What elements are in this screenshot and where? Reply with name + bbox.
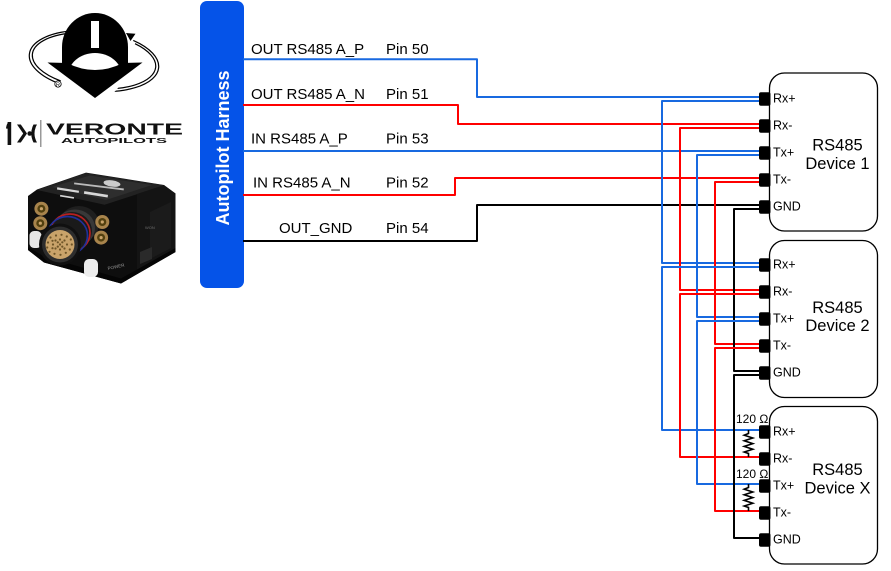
svg-text:Device 2: Device 2	[805, 317, 869, 335]
svg-text:AUTOPILOTS: AUTOPILOTS	[61, 136, 167, 145]
svg-text:WON: WON	[145, 225, 155, 230]
svg-text:Pin 52: Pin 52	[386, 175, 429, 192]
svg-text:Pin 50: Pin 50	[386, 41, 429, 58]
svg-text:IN RS485 A_N: IN RS485 A_N	[253, 175, 351, 192]
svg-text:Rx+: Rx+	[773, 425, 796, 439]
svg-text:R: R	[56, 82, 60, 88]
svg-text:IN RS485 A_P: IN RS485 A_P	[251, 131, 348, 148]
svg-text:RS485: RS485	[812, 137, 862, 155]
svg-text:Tx+: Tx+	[773, 146, 794, 160]
svg-text:Device 1: Device 1	[805, 155, 869, 173]
svg-text:Pin 53: Pin 53	[386, 131, 429, 148]
svg-text:Autopilot Harness: Autopilot Harness	[213, 70, 233, 225]
svg-text:OUT RS485 A_P: OUT RS485 A_P	[251, 41, 364, 58]
svg-text:Tx-: Tx-	[773, 506, 791, 520]
svg-text:GND: GND	[773, 366, 801, 380]
svg-text:120 Ω: 120 Ω	[736, 412, 768, 426]
svg-text:OUT_GND: OUT_GND	[279, 220, 353, 237]
svg-text:Rx+: Rx+	[773, 258, 796, 272]
svg-text:Pin 54: Pin 54	[386, 220, 429, 237]
svg-text:Tx+: Tx+	[773, 479, 794, 493]
svg-text:Device X: Device X	[804, 480, 870, 498]
svg-text:Tx-: Tx-	[773, 173, 791, 187]
svg-text:Rx+: Rx+	[773, 92, 796, 106]
svg-text:GND: GND	[773, 533, 801, 547]
svg-text:Pin 51: Pin 51	[386, 86, 429, 103]
svg-text:Tx-: Tx-	[773, 339, 791, 353]
svg-text:Rx-: Rx-	[773, 285, 792, 299]
svg-text:RS485: RS485	[812, 299, 862, 317]
svg-text:Rx-: Rx-	[773, 452, 792, 466]
svg-text:Tx+: Tx+	[773, 312, 794, 326]
svg-text:120 Ω: 120 Ω	[736, 467, 768, 481]
svg-text:VERONTE: VERONTE	[46, 122, 184, 139]
svg-text:RS485: RS485	[812, 461, 862, 479]
svg-text:Rx-: Rx-	[773, 119, 792, 133]
svg-text:GND: GND	[773, 200, 801, 214]
svg-text:OUT RS485 A_N: OUT RS485 A_N	[251, 86, 365, 103]
svg-text:POWER: POWER	[107, 262, 125, 271]
